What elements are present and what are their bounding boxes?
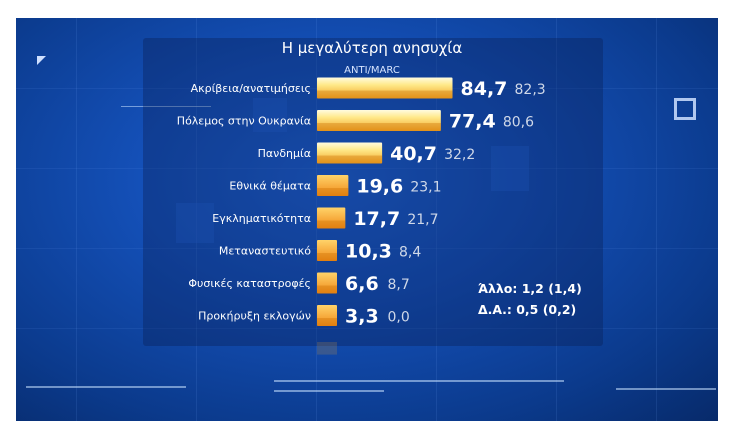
- category-label: Φυσικές καταστροφές: [188, 277, 311, 290]
- previous-value-label: 23,1: [410, 180, 441, 196]
- bar-shade: [317, 253, 337, 261]
- decor-line: [274, 390, 384, 392]
- bar: [317, 142, 383, 164]
- value-label: 84,7: [461, 78, 508, 100]
- category-label: Πόλεμος στην Ουκρανία: [177, 115, 311, 128]
- decor-line: [26, 386, 186, 388]
- category-label: Εθνικά θέματα: [229, 180, 311, 193]
- chart-source: ANTI/MARC: [344, 65, 400, 76]
- bar-shade: [317, 123, 441, 131]
- value-label: 3,3: [345, 306, 379, 328]
- previous-value-label: 8,4: [399, 245, 421, 261]
- bar: [317, 305, 337, 326]
- category-label: Ακρίβεια/ανατιμήσεις: [191, 82, 311, 95]
- bar: [317, 272, 337, 294]
- bar-shade: [317, 188, 349, 196]
- bar-shade: [317, 285, 337, 294]
- category-label: Μεταναστευτικό: [219, 245, 311, 258]
- note-dont-know: Δ.Α.: 0,5 (0,2): [478, 302, 576, 317]
- bar: [317, 207, 346, 229]
- value-label: 40,7: [390, 143, 437, 165]
- bar: [317, 240, 337, 261]
- previous-value-label: 82,3: [515, 82, 546, 98]
- category-label: Πανδημία: [258, 147, 311, 160]
- bar-shade: [317, 155, 383, 164]
- value-label: 19,6: [356, 176, 403, 198]
- bar-shade: [317, 318, 337, 326]
- bar: [317, 175, 349, 196]
- decor-line: [121, 106, 211, 107]
- value-label: 77,4: [449, 111, 496, 133]
- decor-line: [616, 388, 716, 390]
- bar-shade: [317, 220, 346, 229]
- value-label: 10,3: [345, 241, 392, 263]
- previous-value-label: 0,0: [388, 310, 410, 326]
- previous-value-label: 80,6: [503, 115, 534, 131]
- value-label: 6,6: [345, 273, 379, 295]
- square-outline-icon: [674, 98, 696, 120]
- bar: [317, 110, 441, 131]
- decor-square: [176, 203, 214, 243]
- note-other: Άλλο: 1,2 (1,4): [478, 281, 582, 296]
- category-label: Εγκληματικότητα: [212, 212, 311, 225]
- bar-shade: [317, 90, 453, 99]
- bar: [317, 77, 453, 99]
- previous-value-label: 8,7: [388, 277, 410, 293]
- decor-square: [253, 98, 287, 132]
- corner-triangle-icon: [37, 56, 46, 65]
- chart-title: Η μεγαλύτερη ανησυχία: [282, 39, 463, 57]
- bar-reflection-mark: [317, 342, 337, 355]
- decor-square: [491, 146, 529, 191]
- value-label: 17,7: [353, 208, 400, 230]
- previous-value-label: 21,7: [407, 212, 438, 228]
- decor-line: [274, 380, 564, 382]
- category-label: Προκήρυξη εκλογών: [198, 310, 311, 323]
- bar-reflection: [317, 342, 337, 355]
- previous-value-label: 32,2: [444, 147, 475, 163]
